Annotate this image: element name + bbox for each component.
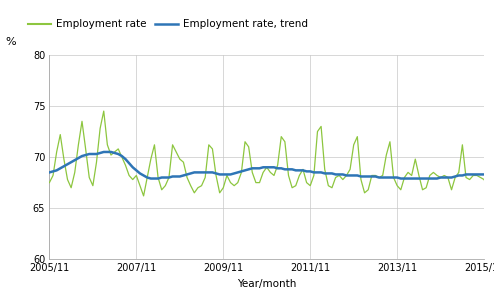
Y-axis label: %: % (5, 37, 16, 47)
Legend: Employment rate, Employment rate, trend: Employment rate, Employment rate, trend (24, 15, 313, 34)
X-axis label: Year/month: Year/month (237, 279, 296, 289)
